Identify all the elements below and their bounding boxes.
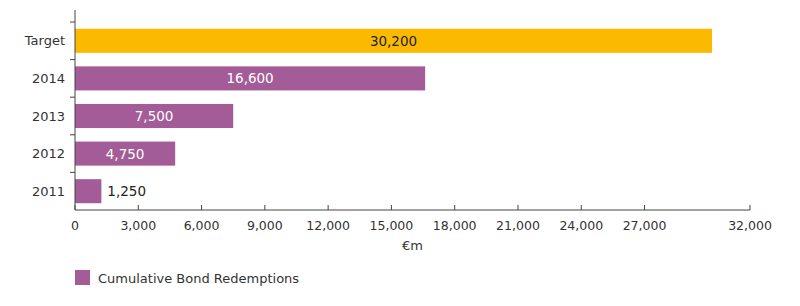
chart: 0 3,000 6,000 9,000 12,000 15,000 18,000 21,000… <box>0 0 800 306</box>
x-tick <box>75 205 76 210</box>
x-tick-label: 27,000 <box>623 218 667 233</box>
y-axis-line <box>75 10 76 210</box>
legend-label: Cumulative Bond Redemptions <box>98 271 299 286</box>
y-tick <box>70 172 75 173</box>
y-tick <box>70 59 75 60</box>
bar <box>75 142 175 166</box>
y-tick-label: 2011 <box>32 184 65 199</box>
x-tick-label: 21,000 <box>496 218 540 233</box>
data-label: 16,600 <box>226 70 273 86</box>
y-tick-label: 2012 <box>32 146 65 161</box>
legend: Cumulative Bond Redemptions <box>75 270 299 286</box>
x-tick-label: 3,000 <box>120 218 156 233</box>
data-label: 1,250 <box>107 183 146 199</box>
x-tick <box>517 205 518 210</box>
x-tick <box>581 205 582 210</box>
x-tick <box>201 205 202 210</box>
x-tick-label: 24,000 <box>559 218 603 233</box>
data-label: 4,750 <box>106 146 145 162</box>
x-tick <box>750 205 751 210</box>
x-axis-label: €m <box>402 238 423 253</box>
legend-swatch <box>75 270 90 285</box>
data-label: 30,200 <box>370 33 417 49</box>
y-tick-label: Target <box>24 33 65 48</box>
bar <box>75 66 425 90</box>
x-tick <box>454 205 455 210</box>
x-tick-label: 12,000 <box>306 218 350 233</box>
x-tick <box>264 205 265 210</box>
bar <box>75 29 712 53</box>
y-tick-label: 2013 <box>32 109 65 124</box>
x-tick <box>644 205 645 210</box>
x-tick-label: 15,000 <box>370 218 414 233</box>
x-tick-label: 18,000 <box>433 218 477 233</box>
y-tick <box>70 22 75 23</box>
x-tick-label: 32,000 <box>728 218 772 233</box>
data-label: 7,500 <box>135 108 174 124</box>
bar <box>75 104 233 128</box>
x-tick-label: 0 <box>71 218 79 233</box>
y-tick <box>70 134 75 135</box>
bar <box>75 179 101 203</box>
x-tick-label: 9,000 <box>247 218 283 233</box>
bars <box>75 29 712 203</box>
x-tick <box>138 205 139 210</box>
x-tick-label: 6,000 <box>184 218 220 233</box>
y-tick-label: 2014 <box>32 71 65 86</box>
x-tick <box>328 205 329 210</box>
y-tick <box>70 97 75 98</box>
x-axis-line <box>75 210 750 211</box>
chart-container: 0 3,000 6,000 9,000 12,000 15,000 18,000 21,000… <box>0 0 800 306</box>
x-tick <box>391 205 392 210</box>
